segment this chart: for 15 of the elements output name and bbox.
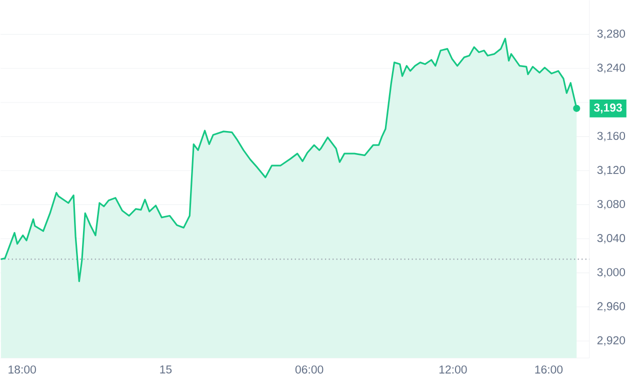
x-tick-label: 18:00 <box>8 365 36 374</box>
y-tick-label: 3,160 <box>597 132 626 142</box>
y-tick-label: 3,080 <box>597 200 626 210</box>
y-tick-label: 3,120 <box>597 166 626 176</box>
y-tick-label: 3,000 <box>597 268 626 278</box>
y-tick-label: 3,240 <box>597 64 626 74</box>
y-tick-label: 2,920 <box>597 336 626 346</box>
y-tick-label: 3,040 <box>597 234 626 244</box>
x-tick-label: 16:00 <box>535 365 563 374</box>
x-tick-label: 15 <box>160 365 172 374</box>
y-tick-label: 3,280 <box>597 30 626 40</box>
x-tick-label: 06:00 <box>295 365 324 374</box>
x-tick-label: 12:00 <box>439 365 467 374</box>
data-label: 3,193 <box>594 104 622 114</box>
y-tick-label: 2,960 <box>597 302 626 312</box>
